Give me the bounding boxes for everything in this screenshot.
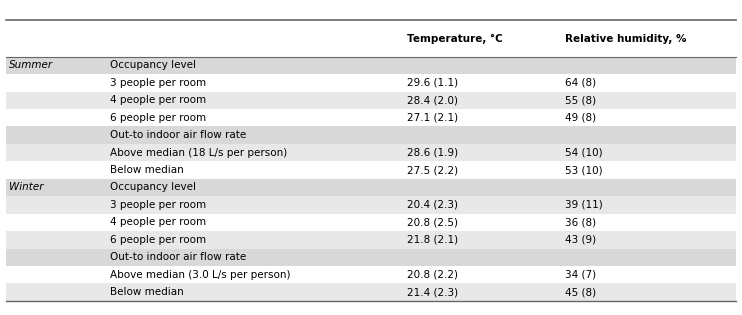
Text: Below median: Below median: [110, 165, 183, 175]
Text: Above median (3.0 L/s per person): Above median (3.0 L/s per person): [110, 270, 290, 280]
Bar: [6, 126, 736, 144]
Text: 6 people per room: 6 people per room: [110, 235, 206, 245]
Bar: [6, 249, 736, 266]
Text: 20.4 (2.3): 20.4 (2.3): [407, 200, 458, 210]
Text: 49 (8): 49 (8): [565, 113, 597, 123]
Text: 6 people per room: 6 people per room: [110, 113, 206, 123]
Text: Temperature, °C: Temperature, °C: [407, 34, 502, 43]
Text: 3 people per room: 3 people per room: [110, 200, 206, 210]
Text: Out-to indoor air flow rate: Out-to indoor air flow rate: [110, 130, 246, 140]
Text: Above median (18 L/s per person): Above median (18 L/s per person): [110, 148, 287, 158]
Bar: [6, 74, 736, 92]
Text: 4 people per room: 4 people per room: [110, 95, 206, 105]
Text: 27.5 (2.2): 27.5 (2.2): [407, 165, 458, 175]
Text: 21.8 (2.1): 21.8 (2.1): [407, 235, 458, 245]
Text: Winter: Winter: [9, 182, 43, 192]
Text: Out-to indoor air flow rate: Out-to indoor air flow rate: [110, 252, 246, 262]
Text: 54 (10): 54 (10): [565, 148, 603, 158]
Bar: [6, 231, 736, 249]
Bar: [6, 284, 736, 301]
Text: 28.6 (1.9): 28.6 (1.9): [407, 148, 458, 158]
Bar: [6, 57, 736, 74]
Text: 53 (10): 53 (10): [565, 165, 603, 175]
Text: 39 (11): 39 (11): [565, 200, 603, 210]
Text: Relative humidity, %: Relative humidity, %: [565, 34, 687, 43]
Text: 3 people per room: 3 people per room: [110, 78, 206, 88]
Text: 20.8 (2.2): 20.8 (2.2): [407, 270, 458, 280]
Bar: [6, 92, 736, 109]
Text: Occupancy level: Occupancy level: [110, 60, 196, 71]
Text: 20.8 (2.5): 20.8 (2.5): [407, 217, 458, 227]
Text: 27.1 (2.1): 27.1 (2.1): [407, 113, 458, 123]
Bar: [6, 179, 736, 196]
Bar: [6, 161, 736, 179]
Bar: [6, 266, 736, 284]
Bar: [6, 196, 736, 214]
Bar: [6, 20, 736, 57]
Text: Occupancy level: Occupancy level: [110, 182, 196, 192]
Text: 55 (8): 55 (8): [565, 95, 597, 105]
Text: 34 (7): 34 (7): [565, 270, 597, 280]
Text: 43 (9): 43 (9): [565, 235, 597, 245]
Text: 29.6 (1.1): 29.6 (1.1): [407, 78, 458, 88]
Bar: [6, 144, 736, 161]
Text: Below median: Below median: [110, 287, 183, 297]
Bar: [6, 214, 736, 231]
Text: 4 people per room: 4 people per room: [110, 217, 206, 227]
Text: Summer: Summer: [9, 60, 53, 71]
Text: 36 (8): 36 (8): [565, 217, 597, 227]
Text: 21.4 (2.3): 21.4 (2.3): [407, 287, 458, 297]
Text: 45 (8): 45 (8): [565, 287, 597, 297]
Bar: [6, 109, 736, 126]
Text: 28.4 (2.0): 28.4 (2.0): [407, 95, 458, 105]
Text: 64 (8): 64 (8): [565, 78, 597, 88]
